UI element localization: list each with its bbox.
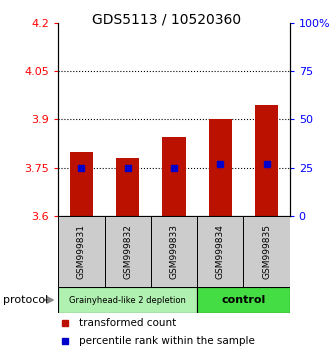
Bar bbox=[163, 137, 185, 216]
Text: GDS5113 / 10520360: GDS5113 / 10520360 bbox=[92, 12, 241, 27]
Text: percentile rank within the sample: percentile rank within the sample bbox=[79, 336, 255, 346]
Text: control: control bbox=[221, 295, 265, 305]
Text: GSM999834: GSM999834 bbox=[216, 224, 225, 279]
Bar bbox=[105, 216, 151, 287]
Bar bbox=[255, 105, 278, 216]
Bar bbox=[197, 216, 243, 287]
Text: GSM999832: GSM999832 bbox=[123, 224, 132, 279]
Text: Grainyhead-like 2 depletion: Grainyhead-like 2 depletion bbox=[69, 296, 186, 304]
Bar bbox=[58, 216, 105, 287]
Text: GSM999833: GSM999833 bbox=[169, 224, 178, 279]
Bar bbox=[58, 287, 197, 313]
Bar bbox=[70, 152, 93, 216]
Bar bbox=[243, 216, 290, 287]
Bar bbox=[116, 158, 139, 216]
Text: protocol: protocol bbox=[3, 295, 49, 305]
Bar bbox=[209, 120, 232, 216]
Bar bbox=[197, 287, 290, 313]
Text: transformed count: transformed count bbox=[79, 318, 176, 328]
Text: GSM999835: GSM999835 bbox=[262, 224, 271, 279]
Bar bbox=[151, 216, 197, 287]
Text: GSM999831: GSM999831 bbox=[77, 224, 86, 279]
